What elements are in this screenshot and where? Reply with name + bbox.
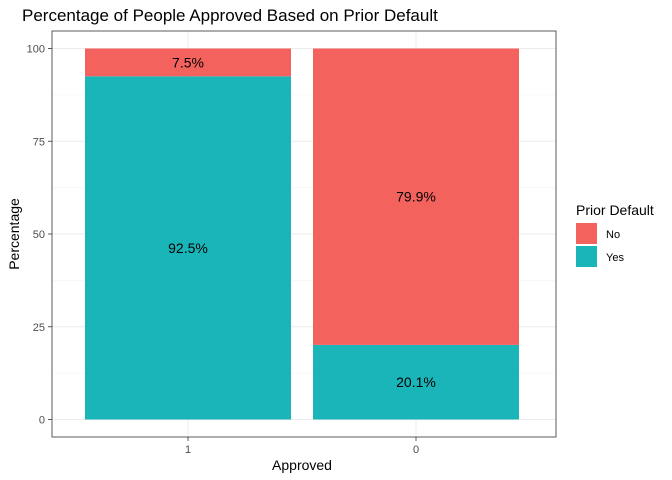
legend: Prior Default No Yes [576,202,654,267]
y-axis: 0 25 50 75 100 [27,44,52,427]
bar-yes-1 [85,76,291,420]
x-tick-label: 1 [185,444,191,456]
data-label-no-1: 7.5% [172,54,204,70]
bar-no-1 [85,48,291,77]
x-axis-title: Approved [272,457,332,473]
y-tick-label: 100 [27,44,45,56]
plot-panel [51,30,557,438]
chart-title: Percentage of People Approved Based on P… [22,6,438,25]
y-tick-label: 0 [39,415,45,427]
legend-title: Prior Default [576,202,654,218]
y-tick-label: 50 [33,229,45,241]
bars [85,48,519,420]
y-tick-label: 25 [33,322,45,334]
bar-no-0 [313,48,519,345]
x-tick-label: 0 [413,444,419,456]
legend-swatch-no [576,223,597,244]
data-labels: 92.5% 7.5% 20.1% 79.9% [168,54,436,390]
legend-label-no: No [606,229,620,241]
y-axis-title: Percentage [6,198,22,270]
legend-label-yes: Yes [606,252,624,264]
bar-yes-0 [313,344,519,420]
data-label-yes-1: 92.5% [168,240,208,256]
data-label-no-0: 79.9% [396,189,436,205]
legend-swatch-yes [576,246,597,267]
y-tick-label: 75 [33,136,45,148]
data-label-yes-0: 20.1% [396,374,436,390]
